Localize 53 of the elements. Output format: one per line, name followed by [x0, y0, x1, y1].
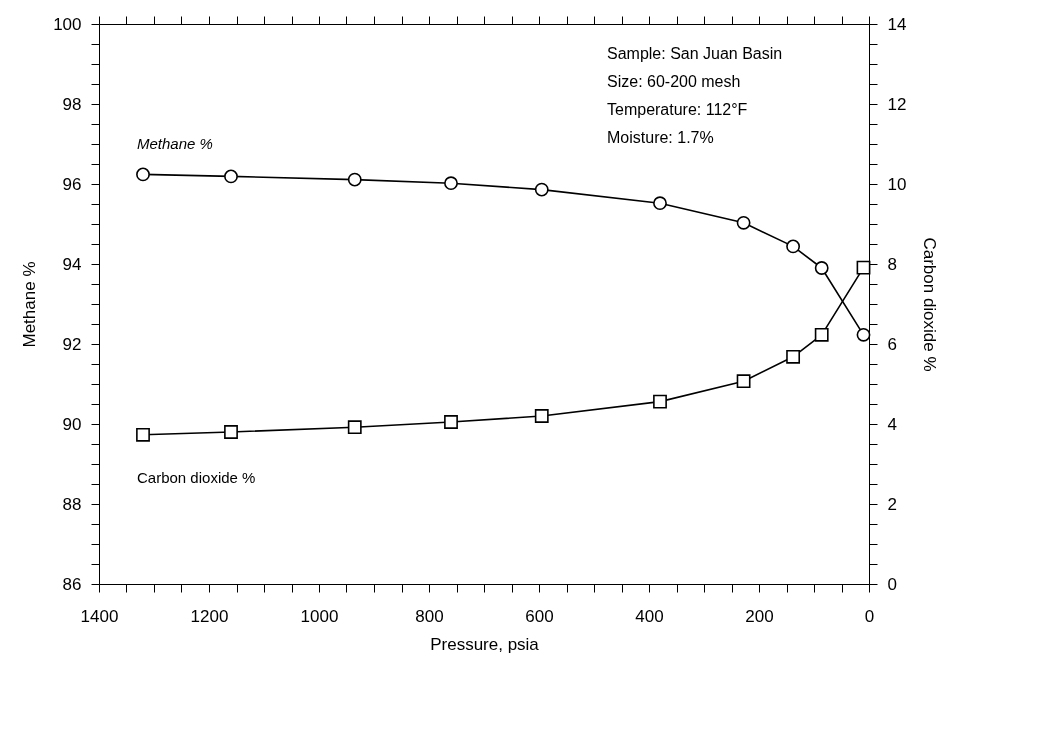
y-tick-label: 88: [62, 494, 82, 514]
annotation: Temperature: 112°F: [607, 101, 748, 118]
x-tick-label: 1400: [80, 606, 119, 626]
y2-tick-label: 14: [887, 14, 907, 34]
y-tick-label: 100: [53, 14, 82, 34]
point: [136, 167, 150, 182]
point: [444, 176, 458, 191]
point: [136, 427, 150, 442]
point: [736, 374, 751, 389]
y-tick-label: 96: [62, 174, 82, 194]
y2-tick-label: 2: [887, 494, 897, 514]
point: [534, 409, 549, 423]
y2-tick-label: 10: [887, 174, 907, 194]
x-tick-label: 0: [864, 606, 875, 626]
y-tick-label: 94: [62, 254, 82, 274]
point: [347, 172, 362, 187]
y-tick-label: 86: [62, 574, 82, 594]
y2-tick-label: 12: [887, 94, 907, 114]
x-axis-title: Pressure, psia: [430, 634, 540, 654]
x-tick-label: 800: [415, 606, 444, 626]
x-tick-label: 400: [635, 606, 664, 626]
x-tick-label: 200: [745, 606, 774, 626]
point: [224, 425, 238, 439]
point: [534, 182, 549, 197]
annotation: Sample: San Juan Basin: [607, 45, 783, 62]
point: [653, 196, 667, 211]
x-tick-label: 600: [525, 606, 554, 626]
y2-tick-label: 6: [887, 334, 897, 354]
point: [786, 239, 801, 254]
point: [444, 415, 458, 429]
point: [814, 261, 829, 275]
point: [653, 394, 667, 409]
point: [347, 420, 362, 435]
point: [856, 260, 871, 275]
point: [814, 327, 829, 342]
y2-tick-label: 4: [887, 414, 897, 434]
point: [736, 215, 751, 230]
x-tick-label: 1200: [190, 606, 229, 626]
point: [786, 349, 801, 364]
y-tick-label: 98: [62, 94, 82, 114]
annotation: Size: 60-200 mesh: [607, 73, 741, 90]
y2-axis-title: Carbon dioxide %: [920, 237, 940, 372]
x-tick-label: 1000: [300, 606, 339, 626]
annotation: Moisture: 1.7%: [607, 129, 714, 146]
y-axis-title: Methane %: [20, 261, 40, 348]
y-tick-label: 90: [62, 414, 82, 434]
y2-tick-label: 8: [887, 254, 897, 274]
point: [856, 327, 871, 342]
y2-tick-label: 0: [887, 574, 897, 594]
point: [224, 169, 238, 184]
y-tick-label: 92: [62, 334, 82, 354]
series-label: Methane %: [137, 135, 213, 153]
series-label: Carbon dioxide %: [137, 468, 256, 486]
